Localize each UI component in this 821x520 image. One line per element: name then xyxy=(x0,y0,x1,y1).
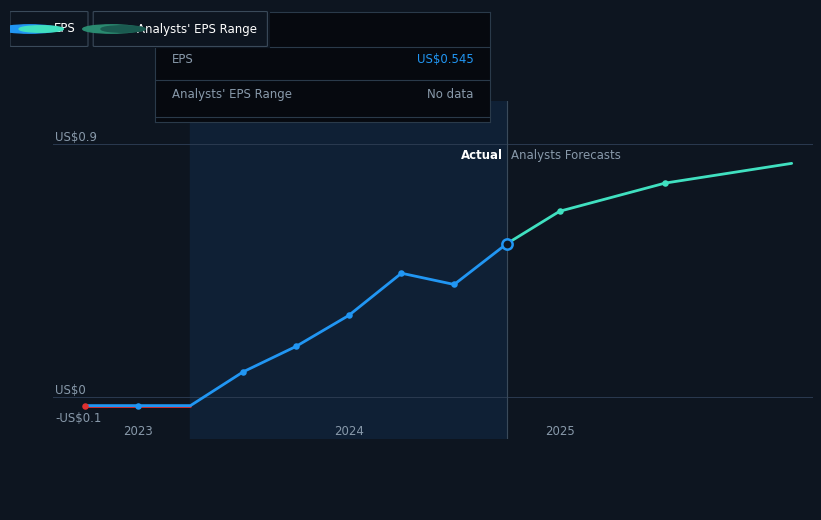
Point xyxy=(289,342,302,350)
Text: 2025: 2025 xyxy=(545,425,575,438)
Point xyxy=(658,179,672,187)
Point xyxy=(236,368,250,376)
Text: 2024: 2024 xyxy=(334,425,364,438)
Point xyxy=(79,401,92,410)
Text: Actual: Actual xyxy=(461,149,502,162)
Point xyxy=(131,401,144,410)
Text: 2023: 2023 xyxy=(123,425,153,438)
Circle shape xyxy=(1,25,58,33)
Text: Analysts' EPS Range: Analysts' EPS Range xyxy=(172,88,291,101)
Point xyxy=(395,269,408,277)
Point xyxy=(500,240,513,248)
Point xyxy=(342,311,355,320)
Text: -US$0.1: -US$0.1 xyxy=(56,412,102,425)
Text: No data: No data xyxy=(427,88,473,101)
FancyBboxPatch shape xyxy=(10,11,88,46)
Point xyxy=(447,280,461,289)
Bar xyxy=(190,101,507,439)
FancyBboxPatch shape xyxy=(94,11,268,46)
Text: US$0.545: US$0.545 xyxy=(416,53,473,66)
Circle shape xyxy=(83,25,140,33)
Point xyxy=(553,207,566,215)
Text: Analysts Forecasts: Analysts Forecasts xyxy=(511,149,621,162)
Text: EPS: EPS xyxy=(54,22,76,35)
Text: Sep 30 2024: Sep 30 2024 xyxy=(172,27,259,40)
Circle shape xyxy=(19,26,63,32)
Text: US$0: US$0 xyxy=(56,384,86,397)
Text: US$0.9: US$0.9 xyxy=(56,131,98,144)
Circle shape xyxy=(101,26,145,32)
Text: EPS: EPS xyxy=(172,53,194,66)
Text: Analysts' EPS Range: Analysts' EPS Range xyxy=(137,22,258,35)
